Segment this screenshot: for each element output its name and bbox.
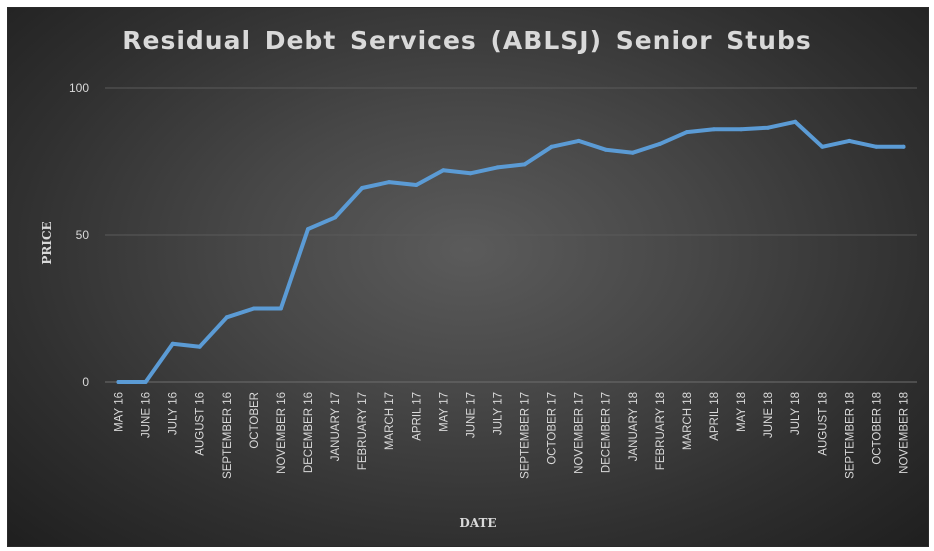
data-point [224,315,229,320]
x-tick-label: DECEMBER 17 [601,392,613,473]
x-tick-label: JUNE 17 [465,392,477,438]
data-point [739,127,744,132]
x-tick-label: AUGUST 18 [817,392,829,456]
data-point [278,306,283,311]
series-line [116,119,906,384]
x-tick-label: APRIL 17 [411,392,423,441]
data-point [387,180,392,185]
y-tick-label: 0 [82,375,89,389]
chart-area [7,7,929,547]
x-tick-label: MARCH 18 [682,392,694,450]
data-point [306,227,310,232]
data-point [549,144,554,149]
data-point [495,165,500,170]
x-tick-label: SEPTEMBER 16 [222,392,234,479]
y-tick-label: 50 [76,228,90,242]
x-tick-label: JULY 17 [492,392,504,435]
x-tick-label: NOVEMBER 17 [574,392,586,474]
x-tick-label: OCTOBER 18 [871,392,883,465]
data-point [251,306,256,311]
data-point [712,127,716,132]
data-point [468,171,473,176]
y-tick-label: 100 [69,81,89,95]
data-point [820,144,825,149]
x-tick-label: JUNE 18 [763,392,775,438]
x-tick-label: NOVEMBER 16 [276,392,288,474]
data-point [143,380,148,384]
data-point [197,344,202,349]
x-tick-label: JUNE 16 [141,392,153,438]
data-point [874,144,879,149]
x-tick-label: SEPTEMBER 18 [844,392,856,479]
data-point [901,144,906,149]
x-tick-label: JANUARY 17 [330,392,342,461]
x-tick-label: NOVEMBER 18 [898,392,910,474]
x-tick-label: AUGUST 16 [195,392,207,456]
data-point [576,138,581,143]
data-point [684,130,689,135]
x-tick-label: OCTOBER [249,392,261,449]
x-tick-label: FEBRUARY 17 [357,392,369,470]
x-tick-label: SEPTEMBER 17 [520,392,532,479]
data-point [657,141,662,146]
data-point [847,138,852,143]
data-point [522,162,527,167]
x-tick-label: MAY 18 [736,392,748,432]
x-tick-label: JULY 18 [790,392,802,435]
x-tick-label: MAY 17 [438,392,450,432]
data-point [360,186,365,190]
chart-title: Residual Debt Services (ABLSJ) Senior St… [122,26,812,55]
x-tick-label: MARCH 17 [384,392,396,450]
x-tick-label: FEBRUARY 18 [655,392,667,470]
data-point [766,125,771,130]
data-point [333,215,338,220]
data-point [116,380,121,384]
x-tick-label: JANUARY 18 [628,392,640,461]
x-tick-label: APRIL 18 [709,392,721,441]
data-point [414,183,419,187]
x-tick-label: DECEMBER 16 [303,392,315,473]
x-tick-label: JULY 16 [168,392,180,435]
data-point [793,119,798,124]
x-tick-label: MAY 16 [114,392,126,432]
data-point [630,150,635,155]
x-axis-label: DATE [459,516,497,530]
data-point [603,147,608,152]
data-point [441,168,446,173]
x-tick-label: OCTOBER 17 [547,392,559,465]
data-point [170,341,175,346]
